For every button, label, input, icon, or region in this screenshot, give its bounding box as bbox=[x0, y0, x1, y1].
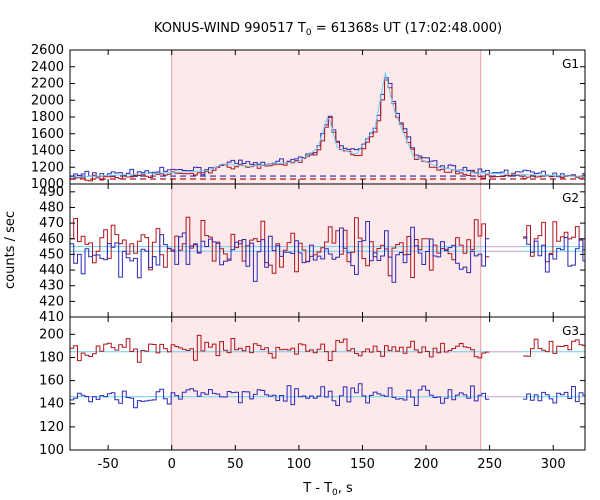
panel-label: G1 bbox=[562, 57, 579, 71]
y-tick-label: 420 bbox=[39, 294, 64, 309]
y-axis-label: counts / sec bbox=[3, 211, 18, 289]
y-tick-label: 1800 bbox=[31, 110, 64, 125]
y-tick-label: 1600 bbox=[31, 127, 64, 142]
panels-group: 100012001400160018002000220024002600G141… bbox=[31, 43, 586, 472]
panel-label: G3 bbox=[562, 324, 579, 338]
y-tick-label: 1000 bbox=[31, 177, 64, 192]
y-tick-label: 200 bbox=[39, 327, 64, 342]
panel-frame bbox=[69, 316, 586, 451]
y-tick-label: 2000 bbox=[31, 93, 64, 108]
x-tick-label: 100 bbox=[286, 457, 311, 472]
y-tick-label: 1400 bbox=[31, 144, 64, 159]
y-tick-label: 480 bbox=[39, 200, 64, 215]
y-tick-label: 460 bbox=[39, 232, 64, 247]
y-tick-label: 410 bbox=[39, 310, 64, 325]
shaded-interval bbox=[171, 184, 481, 317]
y-tick-label: 450 bbox=[39, 247, 64, 262]
x-tick-label: 250 bbox=[477, 457, 502, 472]
x-tick-label: -50 bbox=[98, 457, 119, 472]
x-axis-label: T - T0, s bbox=[302, 481, 353, 498]
chart-title: KONUS-WIND 990517 T0 = 61368s UT (17:02:… bbox=[154, 21, 502, 38]
y-tick-label: 2600 bbox=[31, 43, 64, 58]
series-g2-blue bbox=[70, 221, 585, 283]
x-tick-label: 50 bbox=[227, 457, 244, 472]
y-tick-label: 140 bbox=[39, 397, 64, 412]
series-g3-blue bbox=[70, 383, 585, 409]
series-g1-red bbox=[70, 79, 585, 182]
y-tick-label: 430 bbox=[39, 279, 64, 294]
panel-g3: 100 120 140 160 180 200 -50 0 50 100 150 200 250 300 G… bbox=[39, 316, 586, 472]
y-tick-label: 160 bbox=[39, 374, 64, 389]
x-tick-label: 0 bbox=[168, 457, 176, 472]
x-tick-label: 200 bbox=[414, 457, 439, 472]
y-tick-label: 1200 bbox=[31, 160, 64, 175]
series-g3-red bbox=[70, 334, 585, 363]
y-tick-label: 470 bbox=[39, 216, 64, 231]
y-tick-label: 180 bbox=[39, 350, 64, 365]
x-tick-label: 150 bbox=[350, 457, 375, 472]
series-g1-model bbox=[69, 72, 584, 178]
y-tick-label: 2400 bbox=[31, 60, 64, 75]
y-tick-label: 120 bbox=[39, 420, 64, 435]
panel-label: G2 bbox=[562, 191, 579, 205]
y-tick-label: 2200 bbox=[31, 77, 64, 92]
y-tick-label: 100 bbox=[39, 443, 64, 458]
x-tick-label: 300 bbox=[541, 457, 566, 472]
y-tick-label: 490 bbox=[39, 185, 64, 200]
shaded-interval bbox=[171, 50, 481, 184]
y-tick-label: 440 bbox=[39, 263, 64, 278]
shaded-interval bbox=[171, 317, 481, 450]
